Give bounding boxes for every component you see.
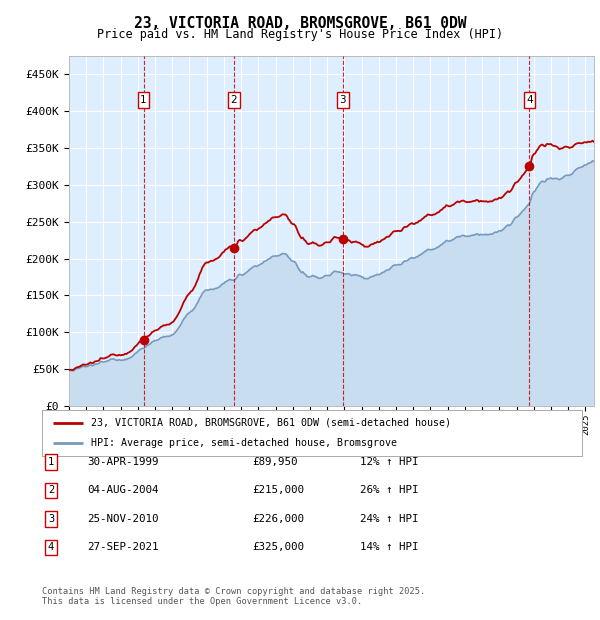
Text: Contains HM Land Registry data © Crown copyright and database right 2025.
This d: Contains HM Land Registry data © Crown c…	[42, 587, 425, 606]
Text: 2: 2	[48, 485, 54, 495]
Text: 2: 2	[230, 95, 237, 105]
Text: £89,950: £89,950	[252, 457, 298, 467]
Text: £226,000: £226,000	[252, 514, 304, 524]
Text: 04-AUG-2004: 04-AUG-2004	[87, 485, 158, 495]
Text: 3: 3	[340, 95, 346, 105]
Text: 1: 1	[140, 95, 147, 105]
Text: 1: 1	[48, 457, 54, 467]
Text: 4: 4	[48, 542, 54, 552]
Text: 12% ↑ HPI: 12% ↑ HPI	[360, 457, 419, 467]
Text: £325,000: £325,000	[252, 542, 304, 552]
Text: 14% ↑ HPI: 14% ↑ HPI	[360, 542, 419, 552]
Text: 26% ↑ HPI: 26% ↑ HPI	[360, 485, 419, 495]
Text: Price paid vs. HM Land Registry's House Price Index (HPI): Price paid vs. HM Land Registry's House …	[97, 28, 503, 41]
Text: 23, VICTORIA ROAD, BROMSGROVE, B61 0DW: 23, VICTORIA ROAD, BROMSGROVE, B61 0DW	[134, 16, 466, 30]
Text: 4: 4	[526, 95, 533, 105]
Text: 23, VICTORIA ROAD, BROMSGROVE, B61 0DW (semi-detached house): 23, VICTORIA ROAD, BROMSGROVE, B61 0DW (…	[91, 418, 451, 428]
Text: 3: 3	[48, 514, 54, 524]
Text: 27-SEP-2021: 27-SEP-2021	[87, 542, 158, 552]
Text: £215,000: £215,000	[252, 485, 304, 495]
Text: 30-APR-1999: 30-APR-1999	[87, 457, 158, 467]
Text: 24% ↑ HPI: 24% ↑ HPI	[360, 514, 419, 524]
Text: HPI: Average price, semi-detached house, Bromsgrove: HPI: Average price, semi-detached house,…	[91, 438, 397, 448]
Text: 25-NOV-2010: 25-NOV-2010	[87, 514, 158, 524]
